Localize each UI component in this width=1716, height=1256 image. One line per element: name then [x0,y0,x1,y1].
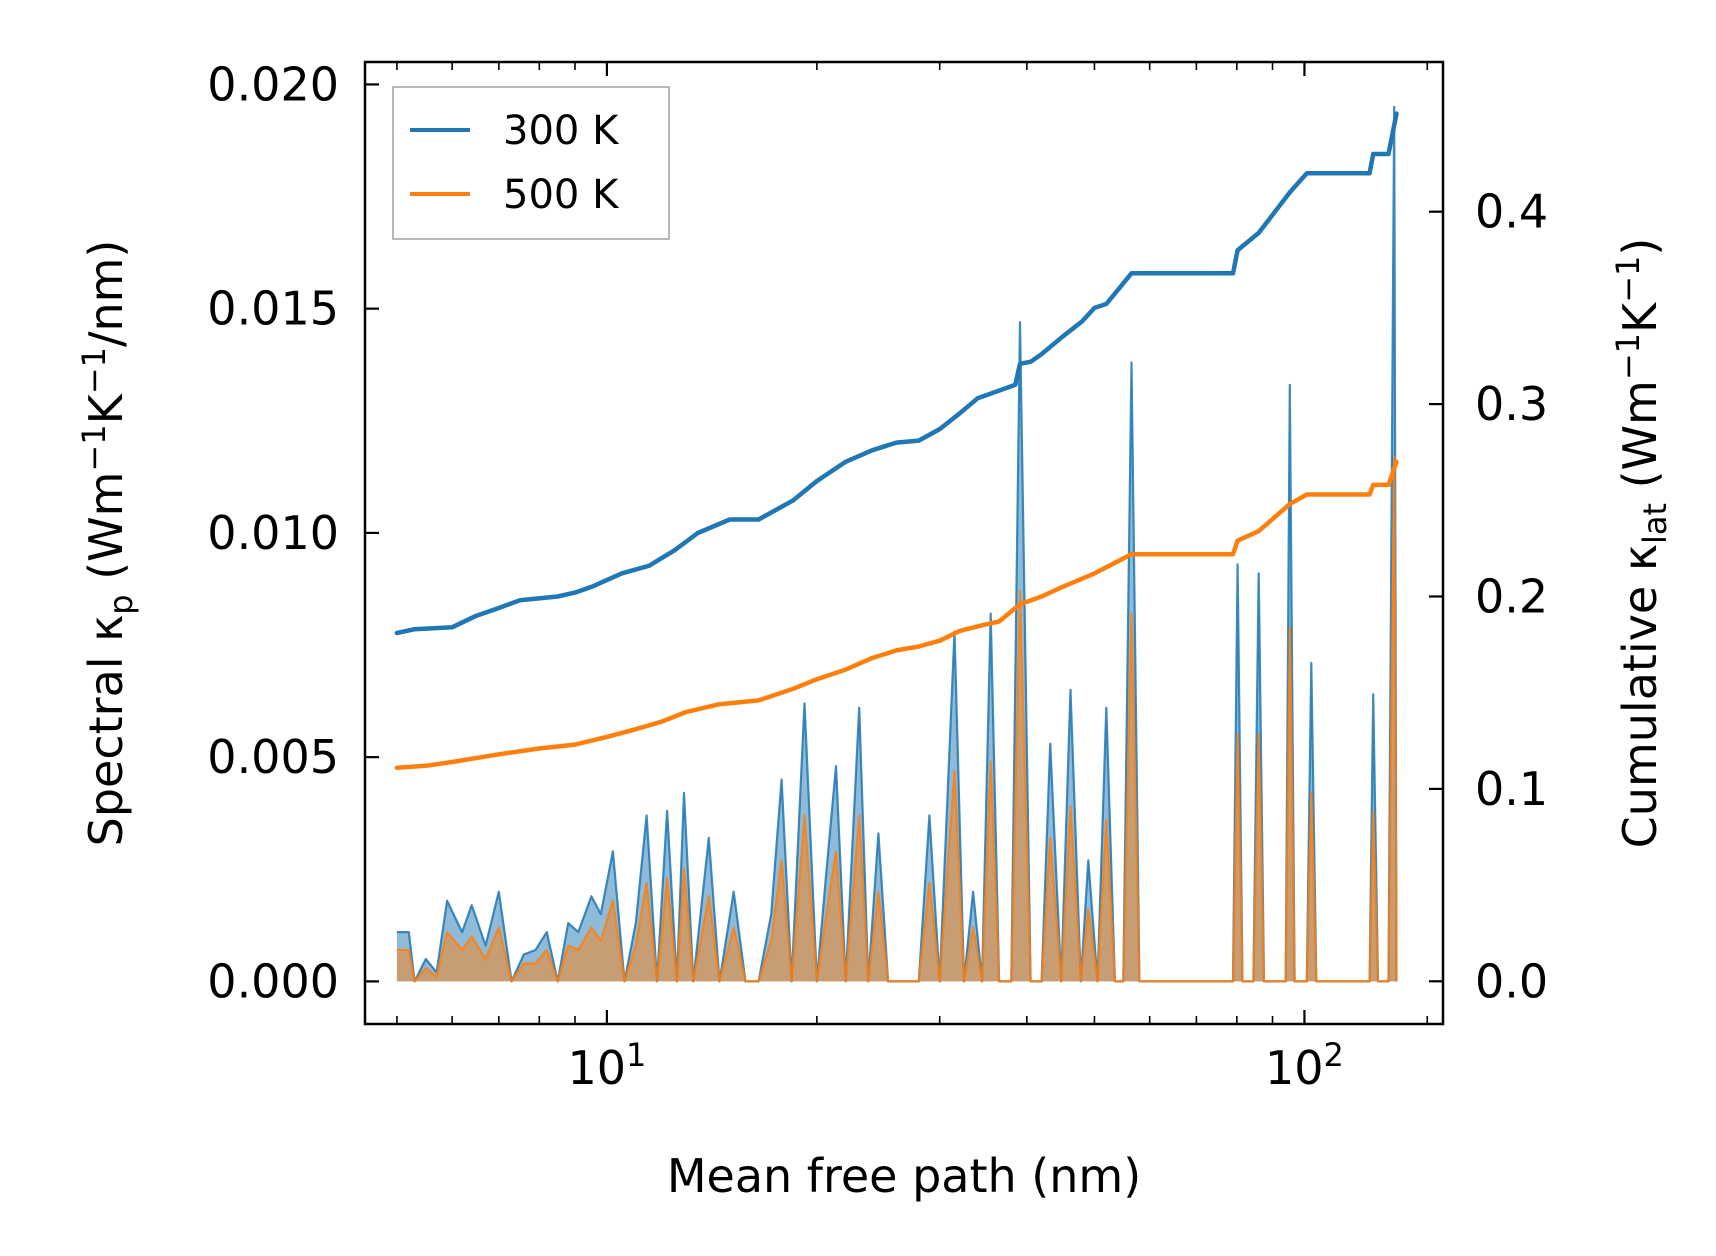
left-y-tick-label: 0.015 [207,282,339,336]
axis-ticks [365,62,1443,1024]
left-y-title-sup: −1 [75,347,113,394]
right-y-title-part: Cumulative κ [1613,544,1667,848]
left-y-title-part: K [79,392,133,424]
right-y-title-sub: lat [1636,503,1674,544]
right-y-title-sup: −1 [1609,256,1647,303]
left-y-tick-label: 0.005 [207,730,339,784]
left-y-title-part: /nm) [79,240,133,347]
tick-labels: 0.000 0.005 0.010 0.015 0.020 0.0 0.1 0.2 0.3 0.4… [207,57,1548,1095]
cumulative-line-300k [394,111,1399,636]
spectral-line-group [396,105,1398,983]
right-y-axis-title: Cumulative κlat (Wm−1K−1) [1609,238,1674,849]
x-tick-label: 101 [567,1036,646,1095]
legend-label-300k: 300 K [503,108,620,154]
right-y-title-part: K [1613,301,1667,333]
left-y-title-part: Spectral κ [79,615,133,847]
spectral-line-500k [396,455,1398,983]
left-y-title-part: (Wm [79,472,133,595]
legend: 300 K 500 K [392,86,670,240]
x-tick-label: 102 [1265,1036,1344,1095]
legend-box [392,86,670,240]
left-y-tick-label: 0.000 [207,954,339,1008]
right-y-tick-label: 0.3 [1475,377,1548,431]
cumulative-line-500k [394,459,1399,770]
cumulative-line-group [394,111,1399,770]
legend-label-500k: 500 K [503,172,620,218]
right-y-tick-label: 0.0 [1475,954,1548,1008]
left-y-tick-label: 0.020 [207,57,339,111]
left-y-title-sup: −1 [75,424,113,471]
right-y-title-part: (Wm [1613,380,1667,503]
right-y-title-sup: −1 [1609,333,1647,380]
right-y-title-part: ) [1613,238,1667,256]
left-y-title-sub: p [102,594,140,614]
right-y-tick-label: 0.2 [1475,569,1548,623]
plot-frame [363,60,1445,1026]
right-y-tick-label: 0.1 [1475,762,1548,816]
x-axis-title: Mean free path (nm) [667,1149,1141,1203]
right-y-tick-label: 0.4 [1475,185,1548,239]
left-y-tick-label: 0.010 [207,506,339,560]
left-y-axis-title: Spectral κp (Wm−1K−1/nm) [75,240,140,847]
